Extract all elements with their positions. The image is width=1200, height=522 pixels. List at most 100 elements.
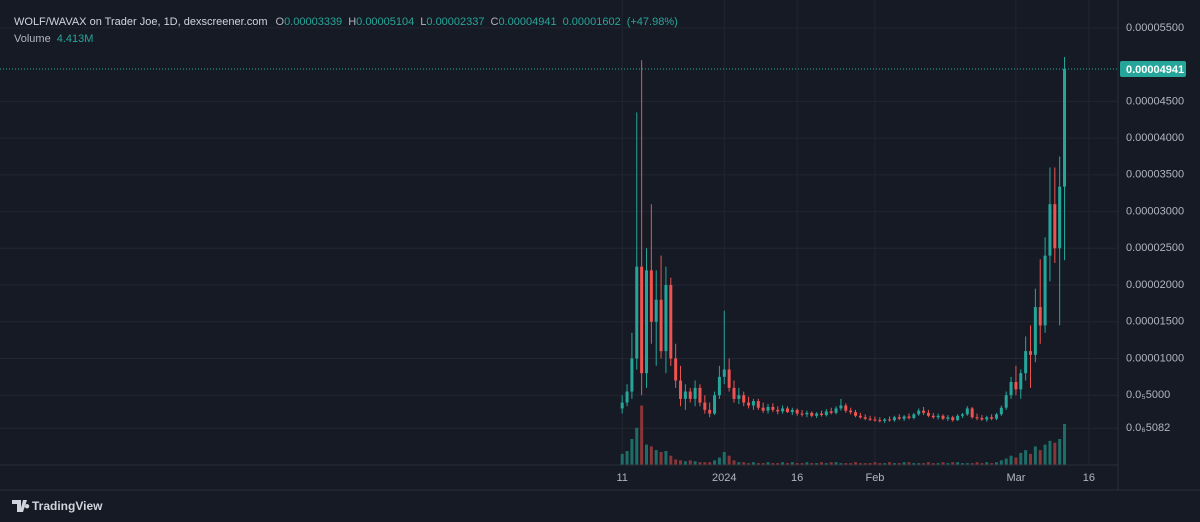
candle-body xyxy=(756,401,760,408)
volume-bar xyxy=(630,438,634,465)
volume-bar xyxy=(659,451,663,465)
candle-body xyxy=(960,414,964,416)
volume-bar xyxy=(892,463,896,465)
volume-bar xyxy=(902,462,906,465)
candle-body xyxy=(994,414,998,419)
candle-body xyxy=(858,415,862,418)
candle-body xyxy=(931,415,935,418)
volume-bar xyxy=(790,462,794,465)
volume-bar xyxy=(873,462,877,465)
candle-body xyxy=(659,299,663,352)
candle-body xyxy=(970,408,974,418)
x-tick-label: Feb xyxy=(865,472,884,484)
volume-bar xyxy=(664,451,668,465)
volume-bar xyxy=(795,463,799,465)
tradingview-logo[interactable]: TradingView xyxy=(12,499,103,513)
candle-body xyxy=(926,412,930,416)
y-tick-label: 0.00005500 xyxy=(1126,22,1184,34)
x-tick-label: 11 xyxy=(616,472,627,484)
candle-body xyxy=(1004,395,1008,408)
candle-body xyxy=(819,413,823,416)
candle-body xyxy=(664,285,668,352)
candle-body xyxy=(1043,255,1047,326)
candle-body xyxy=(644,270,648,374)
candle-body xyxy=(868,418,872,420)
candle-body xyxy=(863,417,867,419)
candle-body xyxy=(805,412,809,415)
volume-bar xyxy=(868,463,872,465)
candle-body xyxy=(878,420,882,422)
candle-body xyxy=(790,409,794,413)
candle-body xyxy=(703,402,707,410)
candle-body xyxy=(679,380,683,399)
candle-body xyxy=(941,415,945,419)
volume-bar xyxy=(931,463,935,465)
volume-bar xyxy=(737,462,741,465)
volume-bar xyxy=(771,463,775,465)
candle-body xyxy=(625,391,629,403)
candle-body xyxy=(683,391,687,399)
candle-body xyxy=(936,415,940,418)
candle-body xyxy=(999,407,1003,415)
volume-bar xyxy=(781,462,785,465)
candle-body xyxy=(669,285,673,359)
grid xyxy=(0,0,1118,465)
candle-body xyxy=(815,413,819,416)
last-price-label: 0.00004941 xyxy=(1126,64,1184,76)
ohlc-value: 0.00002337 xyxy=(426,16,485,28)
header: WOLF/WAVAX on Trader Joe, 1D, dexscreene… xyxy=(14,14,684,48)
candle-body xyxy=(990,417,994,419)
volume-bar xyxy=(897,463,901,465)
ohlc-key: L xyxy=(420,16,427,28)
candle-body xyxy=(975,417,979,419)
volume-bar xyxy=(922,463,926,465)
candle-body xyxy=(1063,68,1067,187)
volume-bar xyxy=(679,460,683,465)
header-row: WOLF/WAVAX on Trader Joe, 1D, dexscreene… xyxy=(14,14,684,31)
volume-bar xyxy=(708,462,712,465)
volume-bar xyxy=(1048,440,1052,465)
candle-body xyxy=(785,408,789,413)
candle-body xyxy=(1048,204,1052,256)
candle-body xyxy=(771,406,775,410)
candle-body xyxy=(1053,204,1057,249)
volume-bar xyxy=(713,460,717,465)
volume-bar xyxy=(1009,455,1013,465)
candle-body xyxy=(727,369,731,388)
volume-bar xyxy=(640,405,644,465)
candle-body xyxy=(795,409,799,414)
volume-bar xyxy=(683,461,687,465)
logo-icon xyxy=(12,500,30,512)
volume-bar xyxy=(756,463,760,465)
x-tick-label: 16 xyxy=(1083,472,1095,484)
volume-bar xyxy=(980,463,984,465)
candle-body xyxy=(897,417,901,419)
volume-bar xyxy=(951,462,955,465)
volume-bar xyxy=(849,463,853,465)
volume-bar xyxy=(1038,450,1042,465)
volume-bar xyxy=(742,462,746,465)
volume-bar xyxy=(888,462,892,465)
change: 0.00001602 xyxy=(562,16,621,28)
volume-bar xyxy=(994,462,998,465)
y-tick-label: 0.00001000 xyxy=(1126,352,1184,364)
y-tick-label: 0.0₆5082 xyxy=(1126,422,1170,434)
volume-bar xyxy=(1053,442,1057,465)
candle-body xyxy=(1029,351,1033,355)
volume-bar xyxy=(766,462,770,465)
ohlc-value: 0.00005104 xyxy=(356,16,415,28)
volume-bar xyxy=(810,463,814,465)
y-tick-label: 0.00004500 xyxy=(1126,95,1184,107)
y-tick-label: 0.0₅5000 xyxy=(1126,389,1170,401)
candle-body xyxy=(824,411,828,416)
candle-layer xyxy=(620,57,1067,424)
candle-body xyxy=(620,402,624,409)
candle-body xyxy=(873,419,877,421)
volume-bar xyxy=(1029,453,1033,465)
candle-body xyxy=(965,408,969,415)
volume-bar xyxy=(946,463,950,465)
candle-body xyxy=(1019,373,1023,390)
candle-body xyxy=(892,417,896,421)
candle-body xyxy=(781,408,785,412)
